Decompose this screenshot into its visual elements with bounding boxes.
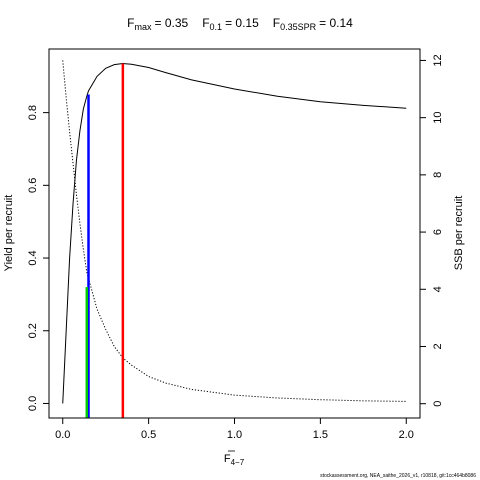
title-f01-symbol: F <box>202 16 209 30</box>
title-fspr-subscript: 0.35SPR <box>280 22 317 32</box>
y-left-tick-label: 0.0 <box>27 396 39 411</box>
x-axis: 0.0 0.5 1.0 1.5 2.0 <box>55 418 414 441</box>
y-axis-right-title: SSB per recruit <box>453 196 465 271</box>
x-tick-label: 2.0 <box>399 429 414 441</box>
chart-title: Fmax = 0.35 F0.1 = 0.15 F0.35SPR = 0.14 <box>127 16 353 32</box>
title-fspr-value: = 0.14 <box>319 16 353 30</box>
y-axis-right: 0 2 4 6 8 10 12 <box>420 54 444 407</box>
x-axis-title-main: F <box>224 453 231 465</box>
y-right-tick-label: 10 <box>432 112 444 124</box>
y-axis-left: 0.0 0.2 0.4 0.6 0.8 <box>27 105 49 411</box>
title-f01-value: = 0.15 <box>225 16 259 30</box>
x-tick-label: 0.0 <box>55 429 70 441</box>
title-fmax-value: = 0.35 <box>155 16 189 30</box>
x-axis-title: F4−7 <box>224 453 245 467</box>
yield-per-recruit-line <box>62 63 407 404</box>
y-right-tick-label: 12 <box>432 54 444 66</box>
y-right-tick-label: 6 <box>432 229 444 235</box>
title-fspr-symbol: F <box>273 16 280 30</box>
y-left-tick-label: 0.8 <box>27 105 39 120</box>
x-tick-label: 1.0 <box>227 429 242 441</box>
y-left-tick-label: 0.2 <box>27 323 39 338</box>
y-axis-left-title: Yield per recruit <box>3 195 15 272</box>
x-tick-label: 1.5 <box>313 429 328 441</box>
ssb-per-recruit-line <box>62 60 407 402</box>
y-right-tick-label: 0 <box>432 401 444 407</box>
y-right-tick-label: 2 <box>432 343 444 349</box>
title-fmax-subscript: max <box>134 22 152 32</box>
y-right-tick-label: 8 <box>432 172 444 178</box>
x-axis-title-subscript: 4−7 <box>231 458 245 467</box>
x-tick-label: 0.5 <box>141 429 156 441</box>
y-left-tick-label: 0.4 <box>27 250 39 265</box>
title-f01-subscript: 0.1 <box>210 22 223 32</box>
y-left-tick-label: 0.6 <box>27 178 39 193</box>
footer-note: stockassessment.org, NEA_saithe_2026_v1,… <box>320 473 476 479</box>
reference-lines-layer <box>85 63 125 418</box>
title-fmax-symbol: F <box>127 16 134 30</box>
series-layer <box>62 60 407 404</box>
y-right-tick-label: 4 <box>432 286 444 292</box>
